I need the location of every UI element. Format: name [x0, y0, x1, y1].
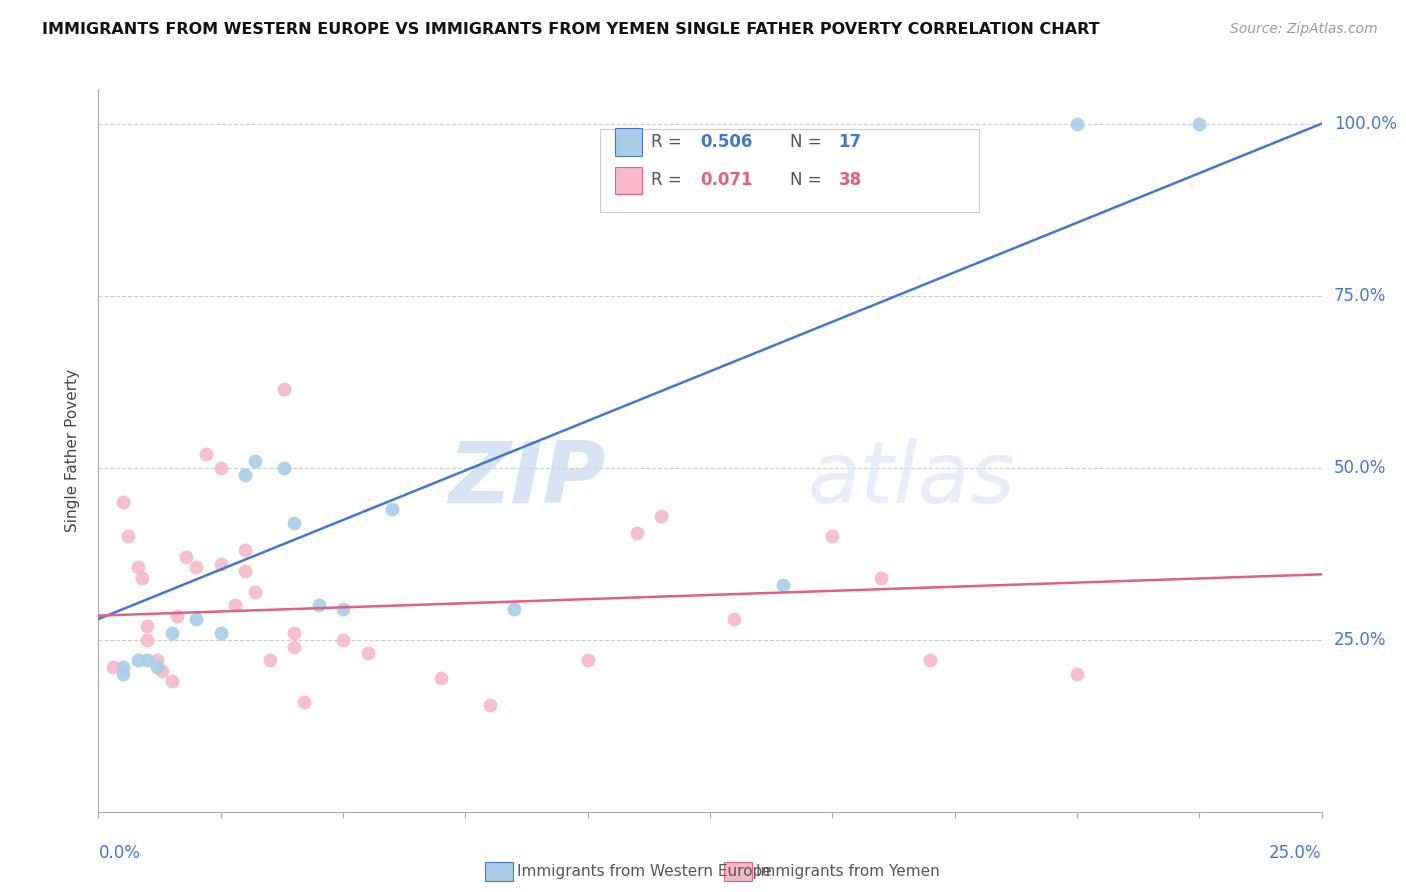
Text: N =: N =: [790, 133, 827, 151]
Point: [160, 673, 183, 688]
Point: [195, 447, 218, 461]
Text: Immigrants from Western Europe: Immigrants from Western Europe: [517, 864, 772, 879]
Point: [821, 529, 844, 543]
Point: [1066, 667, 1088, 681]
Point: [127, 653, 149, 667]
Text: 25.0%: 25.0%: [1270, 844, 1322, 863]
Text: ZIP: ZIP: [449, 438, 606, 521]
Point: [292, 695, 315, 709]
Text: 75.0%: 75.0%: [1334, 286, 1386, 305]
Text: 17: 17: [838, 133, 862, 151]
Text: N =: N =: [790, 171, 827, 189]
Text: R =: R =: [651, 171, 688, 189]
Point: [283, 516, 305, 530]
Point: [186, 560, 208, 574]
Point: [209, 557, 232, 571]
Point: [186, 612, 208, 626]
Point: [127, 560, 149, 574]
Point: [381, 502, 404, 516]
Point: [136, 653, 159, 667]
Point: [283, 625, 305, 640]
Point: [308, 599, 330, 613]
Point: [273, 382, 295, 396]
Point: [176, 550, 198, 565]
Point: [131, 571, 153, 585]
Point: [576, 653, 599, 667]
Point: [101, 660, 124, 674]
Point: [209, 460, 232, 475]
Point: [332, 632, 354, 647]
Text: Immigrants from Yemen: Immigrants from Yemen: [756, 864, 941, 879]
Point: [1188, 117, 1211, 131]
Point: [136, 619, 159, 633]
Point: [283, 640, 305, 654]
Point: [111, 667, 134, 681]
Point: [111, 495, 134, 509]
Point: [111, 660, 134, 674]
Point: [146, 653, 169, 667]
Point: [870, 571, 893, 585]
Point: [723, 612, 745, 626]
Point: [166, 608, 188, 623]
Point: [503, 601, 526, 615]
FancyBboxPatch shape: [614, 128, 641, 156]
Point: [243, 454, 266, 468]
Text: 0.0%: 0.0%: [98, 844, 141, 863]
Text: R =: R =: [651, 133, 688, 151]
Text: 38: 38: [838, 171, 862, 189]
Point: [160, 625, 183, 640]
FancyBboxPatch shape: [614, 167, 641, 194]
Text: IMMIGRANTS FROM WESTERN EUROPE VS IMMIGRANTS FROM YEMEN SINGLE FATHER POVERTY CO: IMMIGRANTS FROM WESTERN EUROPE VS IMMIGR…: [42, 22, 1099, 37]
Point: [136, 632, 159, 647]
Point: [224, 599, 246, 613]
Point: [1066, 117, 1088, 131]
Point: [243, 584, 266, 599]
Point: [146, 660, 169, 674]
Point: [233, 564, 256, 578]
Text: 0.071: 0.071: [700, 171, 752, 189]
Point: [332, 601, 354, 615]
Point: [117, 529, 139, 543]
Text: Source: ZipAtlas.com: Source: ZipAtlas.com: [1230, 22, 1378, 37]
Point: [478, 698, 501, 712]
Point: [233, 543, 256, 558]
Point: [772, 577, 794, 591]
Y-axis label: Single Father Poverty: Single Father Poverty: [65, 369, 80, 532]
Point: [650, 508, 672, 523]
Point: [259, 653, 281, 667]
Text: 0.506: 0.506: [700, 133, 752, 151]
Point: [233, 467, 256, 482]
Point: [273, 460, 295, 475]
Point: [920, 653, 942, 667]
Point: [430, 671, 453, 685]
Point: [626, 526, 648, 541]
Point: [209, 625, 232, 640]
Text: 25.0%: 25.0%: [1334, 631, 1386, 648]
Text: 100.0%: 100.0%: [1334, 114, 1398, 133]
Text: 50.0%: 50.0%: [1334, 458, 1386, 476]
Text: atlas: atlas: [808, 438, 1017, 521]
Point: [150, 664, 173, 678]
Point: [356, 647, 378, 661]
FancyBboxPatch shape: [600, 129, 979, 212]
